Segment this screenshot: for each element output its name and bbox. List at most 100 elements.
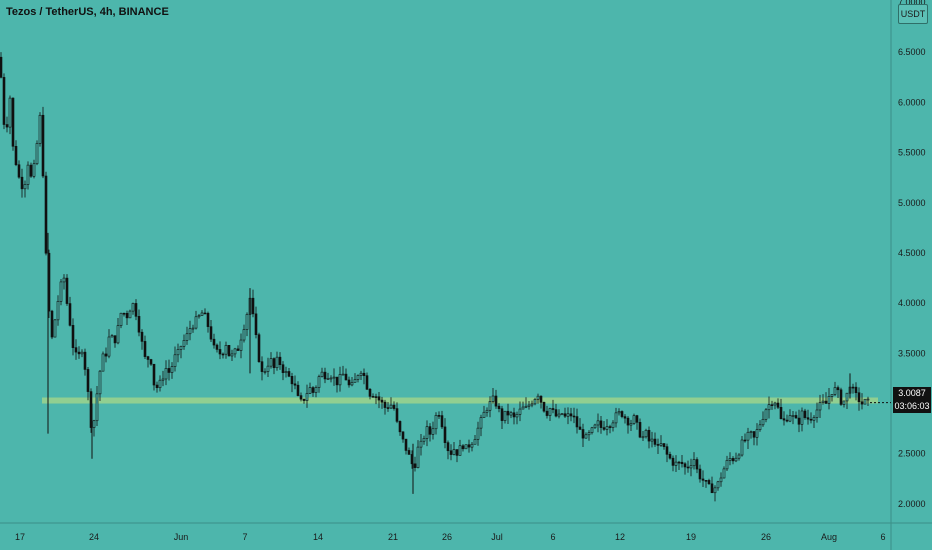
candle-body — [14, 145, 18, 166]
candle-body — [524, 405, 528, 408]
x-tick-label: 7 — [242, 532, 247, 542]
candle-body — [374, 396, 378, 398]
candle-body — [611, 422, 615, 428]
candle-body — [62, 277, 66, 283]
candle-body — [560, 413, 564, 416]
candle-body — [740, 439, 744, 456]
candle-body — [821, 400, 825, 403]
candle-body — [182, 340, 186, 347]
candle-body — [755, 429, 759, 438]
candle-body — [218, 349, 222, 355]
candle-body — [719, 477, 723, 483]
candle-body — [521, 406, 525, 410]
candle-body — [326, 378, 330, 380]
candle-body — [845, 392, 849, 402]
candle-body — [548, 408, 552, 416]
candle-body — [743, 439, 747, 442]
candle-body — [653, 438, 657, 445]
candle-body — [827, 396, 831, 404]
candle-body — [29, 164, 33, 177]
candle-body — [638, 422, 642, 438]
candle-body — [569, 413, 573, 417]
candle-body — [143, 341, 147, 357]
candle-body — [812, 417, 816, 421]
candle-body — [530, 403, 534, 406]
candle-body — [413, 463, 417, 468]
candle-body — [626, 417, 630, 426]
x-tick-label: 14 — [313, 532, 323, 542]
candle-body — [401, 431, 405, 440]
candle-body — [635, 415, 639, 423]
candle-body — [683, 463, 687, 468]
candle-body — [164, 368, 168, 380]
candle-body — [140, 331, 144, 342]
candle-body — [596, 420, 600, 426]
candle-body — [446, 442, 450, 452]
candle-body — [734, 457, 738, 462]
candle-body — [260, 361, 264, 372]
candle-body — [377, 396, 381, 401]
candle-body — [35, 143, 39, 165]
candle-body — [662, 443, 666, 447]
candle-body — [833, 387, 837, 395]
candle-body — [437, 415, 441, 417]
candle-body — [350, 382, 354, 386]
candle-body — [464, 444, 468, 450]
candle-body — [332, 376, 336, 379]
candle-body — [644, 429, 648, 438]
candle-body — [209, 326, 213, 340]
candle-body — [53, 319, 57, 338]
candle-body — [275, 356, 279, 369]
candle-body — [647, 429, 651, 442]
candle-body — [842, 400, 846, 405]
candle-body — [362, 372, 366, 376]
candle-body — [380, 399, 384, 403]
candle-body — [686, 466, 690, 469]
x-tick-label: 19 — [686, 532, 696, 542]
candle-body — [539, 395, 543, 403]
candle-body — [134, 303, 138, 317]
candle-body — [452, 449, 456, 455]
candle-body — [659, 443, 663, 446]
currency-unit-badge[interactable]: USDT — [898, 4, 928, 24]
candle-body — [473, 439, 477, 445]
candle-body — [296, 384, 300, 396]
candle-body — [482, 411, 486, 418]
y-tick-label: 4.5000 — [898, 248, 926, 258]
candle-body — [257, 334, 261, 362]
candle-body — [491, 395, 495, 402]
candle-body — [251, 297, 255, 315]
candle-body — [764, 409, 768, 420]
candle-body — [206, 312, 210, 327]
candle-body — [290, 376, 294, 385]
x-tick-label: 24 — [89, 532, 99, 542]
candle-body — [503, 410, 507, 421]
candle-body — [311, 387, 315, 393]
x-tick-label: 21 — [388, 532, 398, 542]
candle-body — [476, 427, 480, 440]
candle-body — [359, 372, 363, 376]
candle-body — [557, 413, 561, 417]
candle-body — [443, 426, 447, 443]
candle-body — [863, 398, 867, 405]
candle-body — [239, 339, 243, 351]
candle-body — [581, 429, 585, 439]
candle-body — [383, 401, 387, 408]
candle-body — [809, 418, 813, 421]
candle-body — [125, 312, 129, 319]
candle-body — [293, 383, 297, 386]
candle-body — [329, 377, 333, 380]
candle-body — [263, 371, 267, 373]
candle-body — [41, 114, 45, 177]
x-tick-label: Aug — [821, 532, 837, 542]
candle-body — [695, 459, 699, 470]
candle-body — [110, 335, 114, 338]
candle-body — [287, 371, 291, 377]
candle-body — [281, 364, 285, 373]
candle-body — [713, 487, 717, 494]
candle-body — [515, 414, 519, 418]
candle-body — [665, 446, 669, 455]
candle-body — [368, 388, 372, 397]
